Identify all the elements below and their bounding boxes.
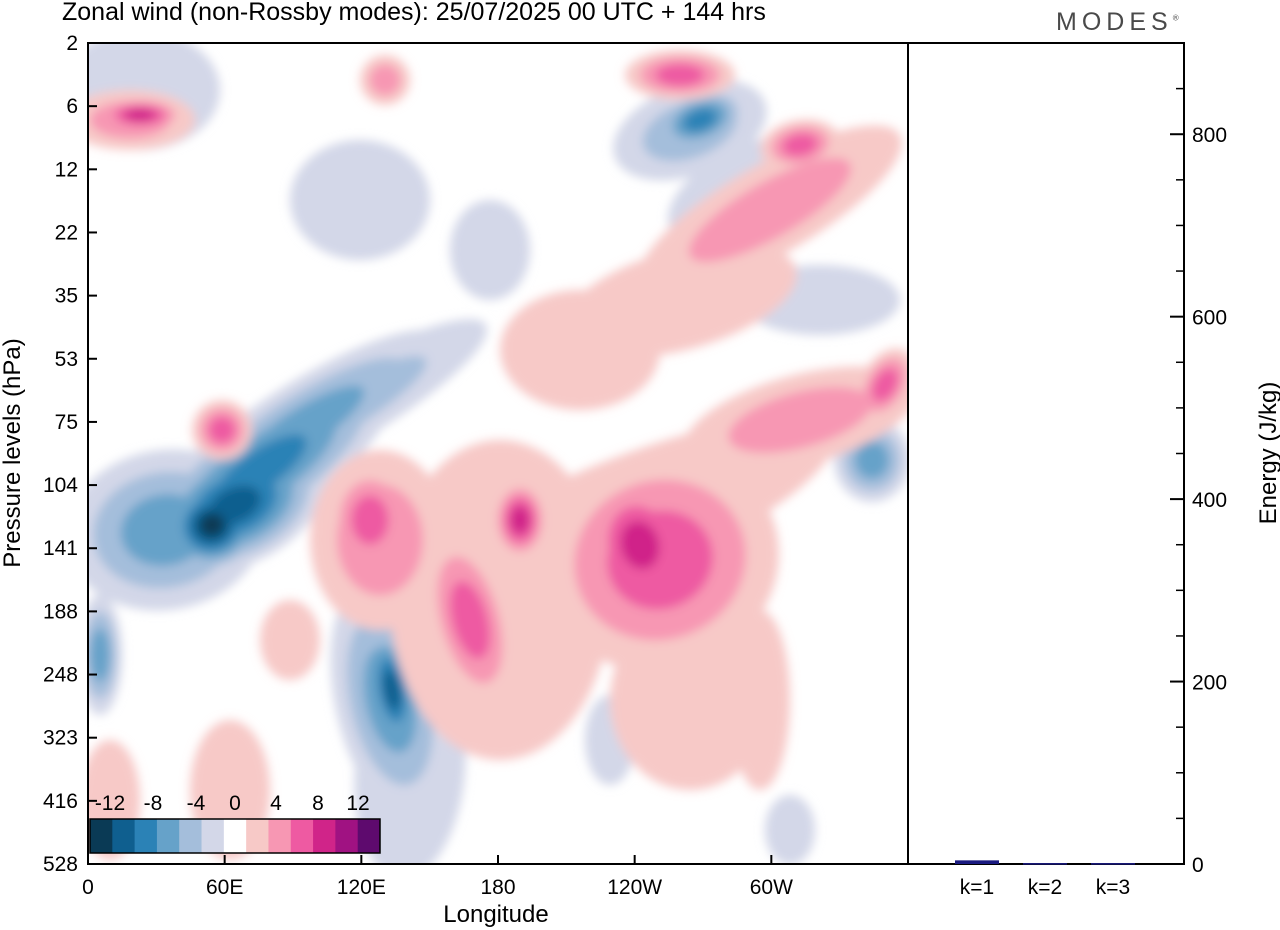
y-tick-label: 53 xyxy=(55,348,78,371)
energy-tick-label: 600 xyxy=(1192,307,1227,330)
energy-tick-label: 800 xyxy=(1192,124,1227,147)
contour-region xyxy=(610,610,770,790)
y-tick-label: 35 xyxy=(55,285,78,308)
contour-region xyxy=(510,506,530,534)
pressure-axis: 2 6 12 22 35 53 75 104 141 188 248 323 416 528 xyxy=(43,32,97,876)
y-tick-label: 12 xyxy=(55,158,78,181)
colorbar-swatch xyxy=(335,819,359,853)
contour-region xyxy=(782,133,818,157)
colorbar-swatch xyxy=(357,819,381,853)
energy-bar xyxy=(955,860,999,864)
y-tick-label: 22 xyxy=(55,221,78,244)
contour-region xyxy=(620,520,660,570)
colorbar-swatch xyxy=(246,819,269,853)
brand-logo: MODES® xyxy=(1056,8,1179,37)
energy-tick-label: 200 xyxy=(1192,672,1227,695)
contour-region xyxy=(351,495,389,545)
energy-axis: 0 200 400 600 800 xyxy=(1170,42,1227,877)
contour-region xyxy=(765,795,815,864)
contour-region xyxy=(90,628,110,682)
y-tick-label: 323 xyxy=(43,727,78,750)
colorbar-swatch xyxy=(90,819,113,853)
x-tick-label: 60E xyxy=(206,876,243,899)
colorbar-label: 0 xyxy=(229,792,241,815)
x-tick-label: 120E xyxy=(337,876,386,899)
x-tick-label: 180 xyxy=(480,876,515,899)
brand-name: MODES xyxy=(1056,8,1173,36)
contour-region xyxy=(120,494,210,566)
colorbar-label: 12 xyxy=(346,792,369,815)
colorbar-swatch xyxy=(313,819,336,853)
contour-region xyxy=(683,108,717,132)
contour-field-layer xyxy=(88,43,908,864)
x-tick-label: 0 xyxy=(82,876,94,899)
colorbar-label: 8 xyxy=(312,792,324,815)
bar-category-label: k=2 xyxy=(1028,876,1062,899)
contour-region xyxy=(209,485,261,525)
chart-title: Zonal wind (non-Rossby modes): 25/07/202… xyxy=(62,0,766,26)
colorbar-swatch xyxy=(112,819,136,853)
y-tick-label: 6 xyxy=(66,95,78,118)
colorbar-swatch xyxy=(134,819,158,853)
colorbar-frame xyxy=(89,818,381,854)
y-tick-label: 104 xyxy=(43,474,78,497)
longitude-axis: 0 60E 120E 180 120W 60W xyxy=(82,855,793,899)
colorbar-swatch xyxy=(156,819,180,853)
contour-region xyxy=(124,108,156,122)
colorbar-swatch xyxy=(223,819,247,853)
energy-bar xyxy=(1091,863,1135,865)
colorbar-label: -8 xyxy=(144,792,163,815)
bar-category-label: k=3 xyxy=(1096,876,1130,899)
contour-region xyxy=(450,200,530,300)
y-tick-label: 75 xyxy=(55,411,78,434)
colorbar-swatch xyxy=(179,819,203,853)
y-tick-label: 248 xyxy=(43,664,78,687)
bar-category-label: k=1 xyxy=(960,876,994,899)
y-axis-title: Pressure levels (hPa) xyxy=(0,338,26,567)
colorbar-swatch xyxy=(290,819,314,853)
x-tick-label: 60W xyxy=(750,876,793,899)
y-tick-label: 416 xyxy=(43,790,78,813)
contour-region xyxy=(383,670,401,710)
energy-axis-title: Energy (J/kg) xyxy=(1255,382,1280,525)
contour-region xyxy=(655,63,705,87)
energy-tick-label: 400 xyxy=(1192,489,1227,512)
y-tick-label: 188 xyxy=(43,600,78,623)
contour-region xyxy=(449,581,491,659)
energy-bars: k=1 k=2 k=3 xyxy=(955,860,1135,899)
contour-region xyxy=(688,157,852,263)
heatmap-fields xyxy=(88,43,908,864)
contour-region xyxy=(260,600,320,680)
y-tick-label: 528 xyxy=(43,853,78,876)
y-tick-label: 2 xyxy=(66,32,78,55)
bar-panel-frame xyxy=(907,42,1185,865)
contour-region xyxy=(871,368,899,402)
colorbar-swatch xyxy=(201,819,225,853)
colorbar-swatch xyxy=(268,819,292,853)
x-tick-label: 120W xyxy=(607,876,662,899)
brand-mark: ® xyxy=(1172,13,1179,23)
energy-bar xyxy=(1023,863,1067,865)
colorbar-label: -12 xyxy=(95,792,125,815)
energy-tick-label: 0 xyxy=(1192,854,1204,877)
y-tick-label: 141 xyxy=(43,537,78,560)
contour-region xyxy=(369,64,401,96)
contour-region xyxy=(208,416,236,444)
contour-region xyxy=(855,441,889,479)
contour-region xyxy=(290,140,430,260)
colorbar: -12 -8 -4 0 4 8 12 xyxy=(89,792,381,854)
colorbar-label: 4 xyxy=(270,792,282,815)
contour-region xyxy=(500,290,660,410)
contour-region xyxy=(728,387,872,453)
colorbar-label: -4 xyxy=(187,792,206,815)
contour-region xyxy=(199,513,225,537)
x-axis-title: Longitude xyxy=(443,901,548,928)
contour-region xyxy=(730,610,790,790)
